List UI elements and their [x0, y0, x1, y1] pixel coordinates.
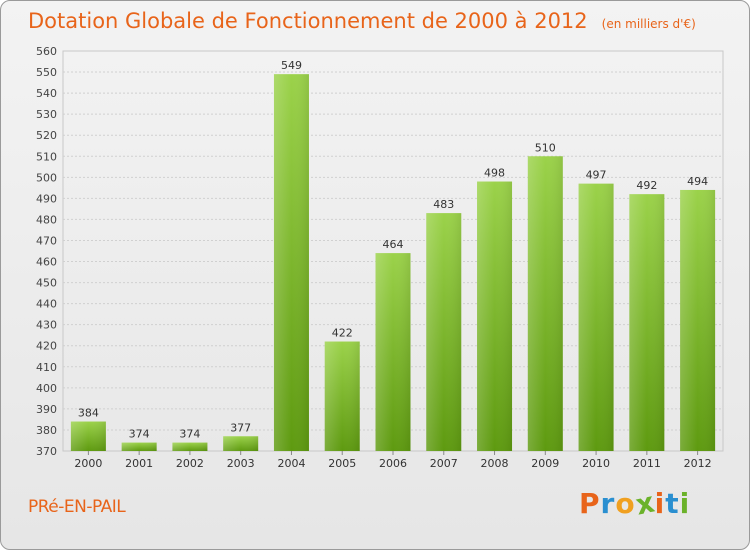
y-tick-label: 480	[36, 213, 57, 226]
bar-shine-2000	[70, 421, 106, 451]
logo-letter: r	[600, 487, 616, 520]
y-tick-label: 440	[36, 298, 57, 311]
y-tick-label: 470	[36, 234, 57, 247]
x-tick-label: 2006	[379, 457, 407, 470]
y-tick-label: 400	[36, 382, 57, 395]
x-tick-label: 2007	[430, 457, 458, 470]
bar-shine-2006	[375, 253, 411, 451]
bar-shine-2012	[680, 189, 716, 451]
bar-shine-2009	[527, 156, 563, 451]
x-tick-label: 2004	[277, 457, 305, 470]
x-tick-label: 2000	[74, 457, 102, 470]
y-tick-label: 370	[36, 445, 57, 458]
data-label-2007: 483	[433, 198, 454, 211]
y-tick-label: 500	[36, 171, 57, 184]
x-tick-label: 2012	[684, 457, 712, 470]
bar-shine-2010	[578, 183, 614, 451]
data-label-2011: 492	[636, 179, 657, 192]
chart-unit: (en milliers d'€)	[601, 17, 696, 31]
data-label-2000: 384	[78, 407, 99, 420]
x-tick-label: 2001	[125, 457, 153, 470]
y-tick-label: 420	[36, 340, 57, 353]
bar-shine-2008	[477, 181, 513, 452]
data-label-2002: 374	[179, 428, 200, 441]
y-tick-label: 450	[36, 277, 57, 290]
x-tick-label: 2002	[176, 457, 204, 470]
bar-shine-2003	[223, 436, 259, 451]
y-tick-label: 550	[36, 66, 57, 79]
bar-shine-2004	[273, 74, 309, 451]
chart-title: Dotation Globale de Fonctionnement de 20…	[28, 9, 696, 33]
y-tick-label: 410	[36, 361, 57, 374]
y-tick-label: 490	[36, 192, 57, 205]
x-tick-label: 2010	[582, 457, 610, 470]
commune-name: PRé-EN-PAIL	[28, 497, 126, 517]
y-tick-label: 460	[36, 256, 57, 269]
y-tick-label: 390	[36, 403, 57, 416]
data-label-2006: 464	[383, 238, 404, 251]
logo-letter: i	[679, 487, 691, 520]
data-label-2004: 549	[281, 59, 302, 72]
y-tick-label: 560	[36, 45, 57, 58]
chart-title-text: Dotation Globale de Fonctionnement de 20…	[28, 9, 588, 33]
bar-shine-2011	[629, 194, 665, 451]
x-tick-label: 2009	[531, 457, 559, 470]
x-tick-label: 2005	[328, 457, 356, 470]
bar-shine-2001	[121, 442, 157, 451]
y-tick-label: 540	[36, 87, 57, 100]
logo-letter: P	[579, 487, 601, 520]
data-label-2001: 374	[129, 428, 150, 441]
data-label-2003: 377	[230, 421, 251, 434]
data-label-2008: 498	[484, 167, 505, 180]
bar-shine-2007	[426, 213, 462, 451]
logo-letter: o	[615, 487, 636, 520]
data-label-2005: 422	[332, 327, 353, 340]
y-tick-label: 430	[36, 319, 57, 332]
data-label-2012: 494	[687, 175, 708, 188]
bar-shine-2005	[324, 341, 360, 451]
y-tick-label: 530	[36, 108, 57, 121]
logo-letter: i	[654, 487, 666, 520]
logo-letter: t	[665, 487, 680, 520]
proxiti-logo: Proxiti	[579, 485, 691, 521]
x-tick-label: 2003	[227, 457, 255, 470]
data-label-2009: 510	[535, 141, 556, 154]
y-tick-label: 520	[36, 129, 57, 142]
x-tick-label: 2011	[633, 457, 661, 470]
bar-shine-2002	[172, 442, 208, 451]
y-tick-label: 510	[36, 150, 57, 163]
y-tick-label: 380	[36, 424, 57, 437]
x-tick-label: 2008	[481, 457, 509, 470]
data-label-2010: 497	[586, 169, 607, 182]
